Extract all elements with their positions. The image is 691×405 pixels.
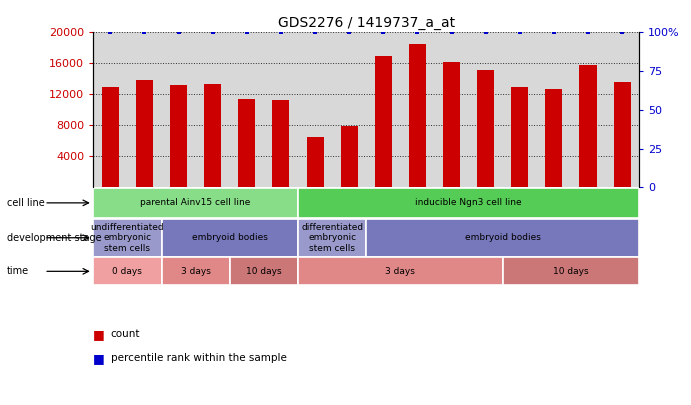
Bar [503, 258, 639, 285]
Text: embryoid bodies: embryoid bodies [465, 233, 540, 242]
Bar [136, 81, 153, 188]
Text: 0 days: 0 days [113, 267, 142, 276]
Bar [298, 258, 503, 285]
Text: 3 days: 3 days [181, 267, 211, 276]
Bar [375, 55, 392, 188]
Bar [229, 258, 298, 285]
Text: ■: ■ [93, 352, 105, 365]
Bar [238, 99, 256, 188]
Text: undifferentiated
embryonic
stem cells: undifferentiated embryonic stem cells [91, 223, 164, 253]
Text: time: time [7, 266, 29, 276]
Bar [162, 219, 298, 257]
Bar [170, 85, 187, 188]
Bar [443, 62, 460, 188]
Text: differentiated
embryonic
stem cells: differentiated embryonic stem cells [301, 223, 363, 253]
Bar [298, 188, 639, 218]
Bar [102, 87, 119, 188]
Text: 10 days: 10 days [246, 267, 282, 276]
Text: 3 days: 3 days [386, 267, 415, 276]
Bar [614, 82, 631, 188]
Bar [477, 70, 494, 188]
Text: percentile rank within the sample: percentile rank within the sample [111, 354, 287, 363]
Text: ■: ■ [93, 328, 105, 341]
Text: inducible Ngn3 cell line: inducible Ngn3 cell line [415, 198, 522, 207]
Text: development stage: development stage [7, 233, 102, 243]
Text: cell line: cell line [7, 198, 45, 208]
Bar [93, 258, 162, 285]
Bar [366, 219, 639, 257]
Bar [204, 83, 221, 188]
Bar [307, 137, 323, 188]
Bar [511, 87, 529, 188]
Bar [162, 258, 229, 285]
Bar [545, 89, 562, 188]
Bar [93, 219, 162, 257]
Text: count: count [111, 329, 140, 339]
Bar [409, 44, 426, 188]
Text: 10 days: 10 days [553, 267, 589, 276]
Bar [298, 219, 366, 257]
Bar [341, 126, 358, 188]
Text: parental Ainv15 cell line: parental Ainv15 cell line [140, 198, 251, 207]
Text: embryoid bodies: embryoid bodies [192, 233, 267, 242]
Bar [93, 188, 298, 218]
Title: GDS2276 / 1419737_a_at: GDS2276 / 1419737_a_at [278, 16, 455, 30]
Bar [272, 100, 290, 188]
Bar [580, 65, 596, 188]
